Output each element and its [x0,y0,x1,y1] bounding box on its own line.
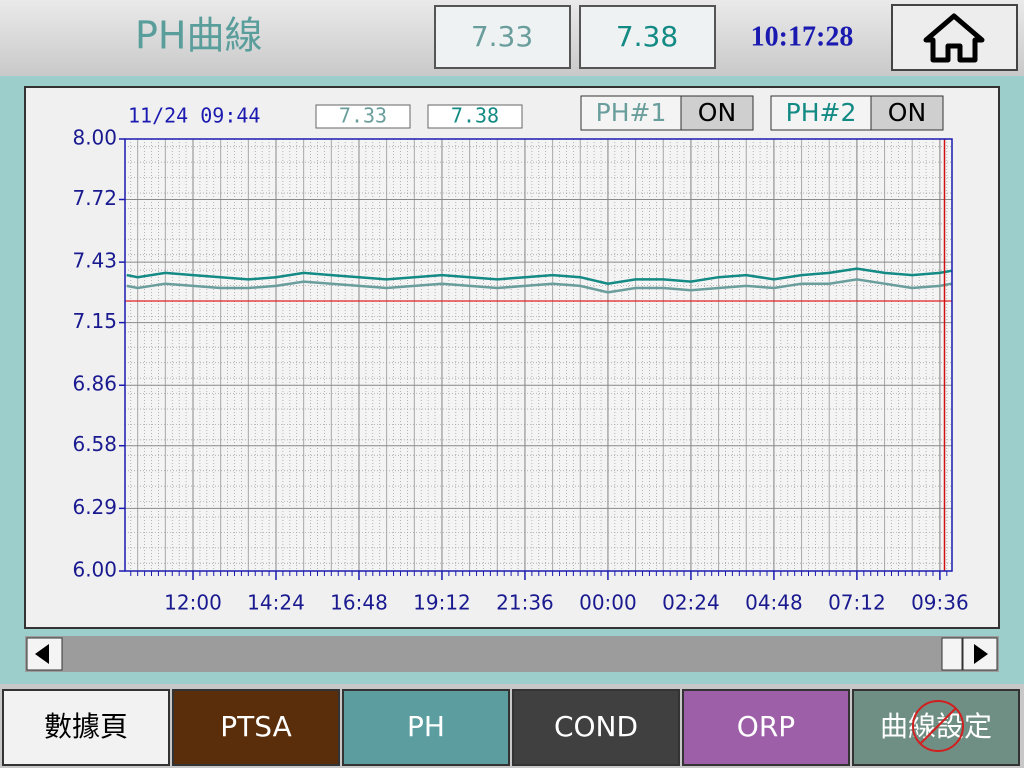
cursor-label: 11/24 09:44 [128,104,260,128]
y-tick-label: 8.00 [72,126,117,150]
x-tick-label: 12:00 [164,591,222,615]
tab-label[interactable]: ORP [737,710,795,743]
tabs: 數據頁 PTSA PH COND ORP 曲線設定 [2,689,1020,766]
legend-status-box[interactable] [870,95,944,131]
tab-button[interactable] [172,689,340,766]
x-tick-label: 09:36 [911,591,969,615]
tab-label[interactable]: COND [554,710,638,743]
legend-name-box[interactable] [580,95,682,131]
legend-name-box[interactable] [770,95,872,131]
series-line [126,267,952,285]
cursor-value-box [427,104,523,129]
arrow-icon [974,644,988,664]
tab-label[interactable]: 數據頁 [44,710,128,743]
x-tick-label: 21:36 [496,591,554,615]
y-tick-label: 7.43 [72,249,117,273]
scroll-thumb[interactable] [941,637,963,671]
tab-button[interactable] [2,689,170,766]
y-tick-label: 7.72 [72,186,117,210]
tab-button[interactable] [342,689,510,766]
y-tick-label: 7.15 [72,309,117,333]
plot: 8.00 7.72 7.43 7.15 6.86 6.58 6.29 6.00 12:00 14:… [72,126,968,615]
x-tick-label: 04:48 [745,591,803,615]
clock: 10:17:28 [751,21,854,52]
x-tick-label: 19:12 [413,591,471,615]
disabled-mark [912,700,964,752]
x-tick-label: 14:24 [247,591,305,615]
tab-button[interactable] [512,689,680,766]
readout: 7.38 [616,20,678,53]
legend-status[interactable]: ON [888,98,926,127]
home-button[interactable] [891,4,1018,71]
readout: 7.33 [471,20,533,53]
y-tick-label: 6.86 [72,372,117,396]
y-tick-label: 6.29 [72,495,117,519]
readout-box [434,5,571,69]
legend-status-box[interactable] [680,95,754,131]
home-icon[interactable] [923,13,985,63]
legend-name[interactable]: PH#1 [596,98,667,127]
readout-box [579,5,716,69]
cursor-value: 7.33 [339,104,387,128]
y-tick-label: 6.58 [72,432,117,456]
scrollbar[interactable] [25,636,999,672]
tab-label[interactable]: 曲線設定 [880,710,992,743]
x-tick-label: 07:12 [828,591,886,615]
tab-button[interactable] [682,689,850,766]
series-line [126,278,952,294]
cursor-value-box [315,104,411,129]
tab-label[interactable]: PH [407,710,445,743]
legend: PH#1 ON PH#2 ON [580,95,944,131]
x-tick-label: 00:00 [579,591,637,615]
tab-label[interactable]: PTSA [220,710,291,743]
page-title: PH曲線 [135,14,263,58]
cursor-value: 7.38 [451,104,499,128]
arrow-icon [35,644,49,664]
legend-status[interactable]: ON [698,98,736,127]
y-tick-label: 6.00 [72,558,117,582]
legend-name[interactable]: PH#2 [786,98,857,127]
x-tick-label: 16:48 [330,591,388,615]
x-tick-label: 02:24 [662,591,720,615]
plot-frame [124,138,953,572]
disabled-mark [919,707,957,745]
